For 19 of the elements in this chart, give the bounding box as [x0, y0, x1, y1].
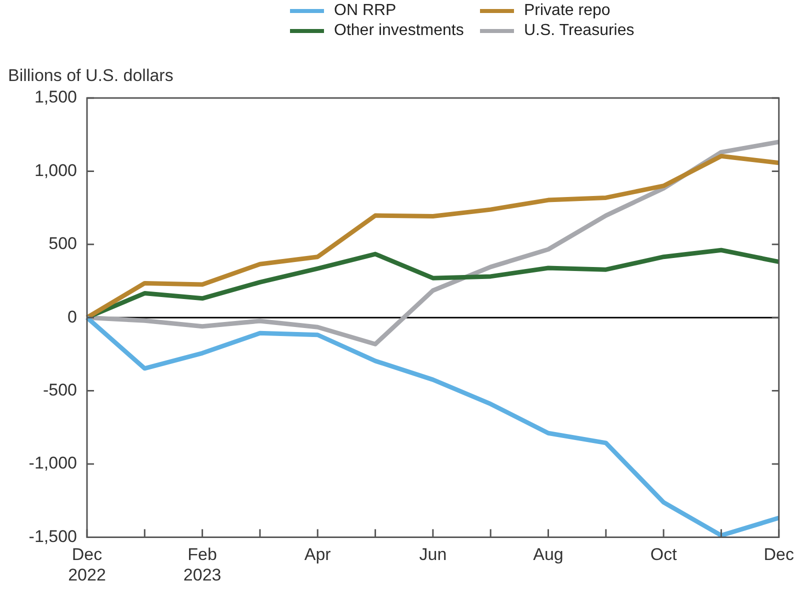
x-tick-label: Aug — [533, 545, 564, 564]
y-tick-label: -1,000 — [28, 454, 77, 473]
x-tick-label: Jun — [419, 545, 447, 564]
legend-label: U.S. Treasuries — [524, 22, 634, 40]
x-tick-label: Apr — [304, 545, 332, 564]
x-tick-label: Oct — [650, 545, 678, 564]
y-axis-title: Billions of U.S. dollars — [8, 66, 174, 86]
x-tick-label: Dec — [764, 545, 794, 564]
legend-label: ON RRP — [334, 2, 396, 20]
y-tick-label: 0 — [68, 307, 77, 326]
legend-label: Private repo — [524, 2, 610, 20]
y-tick-label: 1,000 — [34, 160, 77, 180]
y-tick-label: 500 — [48, 234, 77, 254]
x-tick-label: Dec 2022 — [68, 545, 106, 584]
x-tick-label: Feb 2023 — [183, 545, 222, 584]
y-tick-label: 1,500 — [34, 88, 77, 107]
y-tick-label: -500 — [42, 380, 77, 400]
legend-label: Other investments — [334, 22, 464, 40]
y-tick-label: -1,500 — [28, 526, 77, 546]
